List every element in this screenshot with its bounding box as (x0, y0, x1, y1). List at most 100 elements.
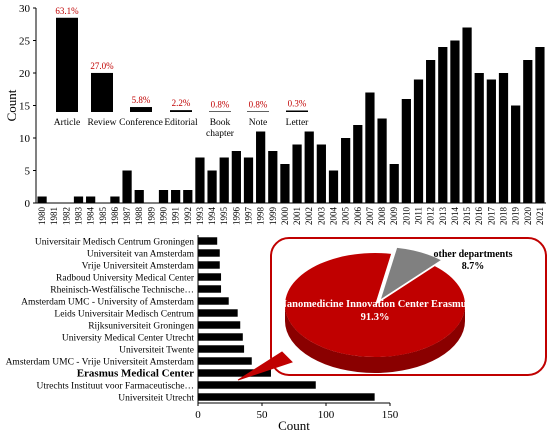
institution-label: Universiteit Utrecht (118, 394, 194, 404)
doc-type-label: Article (54, 118, 80, 128)
institution-bar-chart: 0 50 100 150 Count Universiteit Utrecht Utrech… (6, 235, 399, 430)
x-tick-label: 1996 (231, 207, 241, 226)
institution-label: Vrije Universiteit Amsterdam (82, 262, 195, 272)
year-bar (401, 99, 411, 203)
doc-type-percent-label: 0.8% (249, 99, 268, 109)
doc-type-percent-label: 0.8% (211, 99, 230, 109)
x-tick-label: 2012 (426, 207, 436, 225)
year-bar (328, 170, 339, 203)
x-tick-label: 1999 (268, 207, 278, 226)
institution-bar (198, 321, 241, 329)
year-bar (389, 164, 399, 203)
x-tick-label: 2016 (474, 207, 484, 226)
doc-type-label: Note (249, 118, 267, 128)
institution-label: Erasmus Medical Center (77, 368, 194, 380)
year-bar (256, 131, 266, 203)
year-bar (280, 164, 290, 203)
doc-type-label: Letter (286, 118, 310, 128)
institution-label: Radboud University Medical Center (56, 274, 195, 284)
x-tick-label: 2005 (341, 207, 351, 226)
institution-label: University Medical Center Utrecht (62, 334, 195, 344)
year-bar (316, 144, 326, 203)
year-bar (426, 60, 436, 203)
year-bar (486, 79, 496, 203)
doc-type-label: Conference (119, 117, 163, 128)
x-tick-label: 1995 (219, 207, 229, 226)
institution-label: Amsterdam UMC - University of Amsterdam (21, 297, 194, 308)
year-bar (474, 73, 484, 203)
doc-type-label: Book chapter (206, 118, 235, 139)
x-tick-label: 1993 (195, 207, 205, 226)
x-tick-label: 2021 (535, 207, 545, 225)
year-bar (122, 170, 132, 203)
x-tick-label: 2010 (401, 207, 411, 226)
year-bar (365, 92, 375, 203)
institution-bar (198, 369, 271, 377)
institution-bar (198, 261, 220, 269)
institution-bar (198, 345, 245, 353)
x-tick-label: 2009 (389, 207, 399, 226)
doc-type-label: Review (87, 118, 116, 128)
year-bar (268, 151, 278, 203)
year-bar (183, 190, 193, 203)
doc-type-bar (170, 110, 192, 112)
pie-other-percent: 8.7% (462, 261, 485, 272)
pie-slice-main (285, 253, 466, 358)
year-bar (438, 47, 448, 203)
x-tick-label: 100 (318, 409, 335, 421)
document-type-inset-chart: 63.1% Article 27.0% Review 5.8% Conference 2.2… (54, 6, 309, 139)
x-tick-label: 2007 (365, 207, 375, 226)
doc-type-bar (286, 110, 308, 112)
year-bar (195, 157, 205, 203)
department-pie-callout: Nanomedicine Innovation Center Erasmus 91… (237, 237, 547, 381)
y-tick-label: 20 (19, 68, 31, 80)
institution-bar (198, 333, 243, 341)
x-tick-label: 1981 (49, 207, 59, 225)
x-tick-label: 2018 (499, 207, 509, 226)
year-bar (292, 144, 302, 203)
doc-type-percent-label: 2.2% (172, 98, 191, 108)
institution-bar (198, 297, 229, 305)
year-bar (413, 79, 424, 203)
x-tick-label: 1991 (171, 207, 181, 225)
year-bar (37, 196, 47, 203)
doc-type-percent-label: 5.8% (132, 95, 151, 105)
year-bar (207, 170, 217, 203)
doc-type-bar (56, 17, 78, 112)
year-bar (535, 47, 545, 203)
year-bar (450, 40, 460, 203)
institution-label: Amsterdam UMC - Vrije Universiteit Amste… (6, 358, 195, 368)
x-tick-label: 1990 (159, 207, 169, 226)
year-bar (353, 125, 363, 203)
y-tick-label: 10 (19, 133, 31, 145)
institution-bar (198, 357, 252, 365)
year-bar (73, 196, 84, 203)
pie-main-percent: 91.3% (361, 312, 390, 323)
x-tick-label: 1997 (244, 207, 254, 226)
doc-type-percent-label: 0.3% (288, 99, 307, 109)
institution-label: Leids Universitair Medisch Centrum (54, 310, 194, 320)
x-tick-label: 1988 (134, 207, 144, 226)
year-bar (171, 190, 181, 203)
doc-type-percent-label: 27.0% (90, 61, 114, 71)
institution-label: Universiteit van Amsterdam (87, 250, 195, 260)
x-tick-label: 2020 (523, 207, 533, 226)
year-bar (158, 190, 169, 203)
x-axis-title: Count (278, 418, 310, 430)
institution-bar (198, 249, 220, 257)
x-tick-label: 1989 (146, 207, 156, 226)
y-tick-label: 0 (25, 198, 31, 210)
year-bar (377, 118, 387, 203)
year-bar (86, 196, 96, 203)
x-tick-label: 2003 (316, 207, 326, 226)
x-tick-label: 150 (382, 409, 399, 421)
doc-type-percent-label: 63.1% (55, 6, 79, 16)
x-tick-label: 1980 (37, 207, 47, 226)
institution-label: Rijksuniversiteit Groningen (88, 322, 194, 332)
pie-other-label: other departments (434, 249, 513, 260)
y-tick-label: 30 (19, 3, 31, 15)
year-bar (231, 151, 241, 203)
year-bar (304, 131, 314, 203)
y-tick-label: 15 (19, 101, 31, 113)
